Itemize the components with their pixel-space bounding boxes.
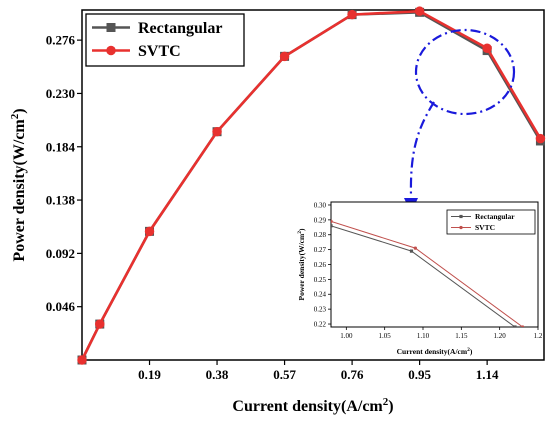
data-point-circle: [414, 6, 425, 16]
x-tick-label: 1.14: [476, 367, 499, 382]
inset-x-tick-label: 1.20: [494, 332, 507, 340]
x-tick-label: 0.38: [206, 367, 229, 382]
inset-y-tick-label: 0.27: [314, 246, 327, 254]
y-tick-label: 0.046: [46, 299, 76, 314]
y-tick-label: 0.092: [46, 246, 75, 261]
legend-label: Rectangular: [138, 20, 222, 37]
inset-y-tick-label: 0.30: [314, 201, 327, 209]
series-svtc: [77, 6, 546, 365]
data-point-circle: [95, 319, 105, 329]
data-point-circle: [144, 226, 155, 237]
data-point-circle: [482, 43, 492, 53]
inset-x-tick-label: 1.05: [379, 332, 392, 340]
data-point-circle: [535, 133, 546, 144]
inset-y-tick-label: 0.28: [314, 231, 327, 239]
inset-y-tick-label: 0.23: [314, 306, 327, 314]
data-point-circle: [77, 355, 87, 365]
legend: Rectangular SVTC: [85, 13, 245, 67]
inset-data-point-square: [409, 249, 414, 253]
inset-data-point-square: [331, 224, 333, 228]
x-tick-label: 0.76: [341, 367, 364, 382]
y-axis-title: Power density(W/cm2): [9, 108, 28, 261]
inset-data-point-circle: [331, 219, 333, 224]
inset-y-tick-label: 0.26: [314, 261, 327, 269]
x-tick-label: 0.57: [273, 367, 296, 382]
legend-marker: [106, 45, 116, 56]
x-axis-title: Current density(A/cm2): [232, 396, 393, 415]
zoom-arrow-line: [409, 101, 435, 197]
inset-y-tick-label: 0.29: [314, 216, 327, 224]
inset-y-axis-title: Power density(W/cm2): [297, 228, 306, 300]
inset-data-point-circle: [413, 246, 418, 250]
zoom-ellipse: [414, 28, 516, 116]
inset-x-tick-label: 1.00: [340, 332, 353, 340]
inset-legend-label: SVTC: [475, 223, 495, 232]
inset-plot: 1.00 1.05 1.10 1.15 1.20 1.2 0.22 0.23 0.24 0.25 0…: [297, 201, 543, 356]
legend-label: SVTC: [138, 43, 181, 60]
inset-data-point-square: [513, 325, 517, 327]
inset-legend-marker: [459, 214, 463, 219]
inset-legend-label: Rectangular: [475, 212, 515, 221]
x-tick-label: 0.19: [138, 367, 161, 382]
inset-legend-marker: [459, 225, 463, 230]
inset-data-point-circle: [520, 325, 525, 327]
inset-x-tick-label: 1.10: [417, 332, 430, 340]
y-tick-label: 0.230: [46, 86, 75, 101]
y-tick-label: 0.184: [46, 139, 76, 154]
main-plot: 0.19 0.38 0.57 0.76 0.95 1.14 0.046 0.092 0.138 0…: [9, 6, 546, 415]
legend-box: [85, 13, 245, 67]
inset-y-tick-label: 0.24: [314, 291, 327, 299]
inset-x-axis-title: Current density(A/cm2): [397, 347, 473, 356]
inset-series-rectangular: [331, 224, 517, 327]
inset-legend-box: [446, 209, 536, 235]
inset-legend: Rectangular SVTC: [446, 209, 536, 235]
x-tick-label: 0.95: [408, 367, 431, 382]
legend-marker: [106, 23, 116, 32]
inset-x-tick-label: 1.15: [455, 332, 468, 340]
data-point-circle: [347, 9, 357, 20]
inset-y-tick-label: 0.22: [314, 320, 327, 328]
inset-series-svtc: [331, 219, 525, 327]
data-point-circle: [212, 126, 222, 137]
inset-x-tick-label: 1.2: [534, 332, 543, 340]
data-point-circle: [279, 51, 290, 62]
inset-y-tick-label: 0.25: [314, 276, 327, 284]
y-tick-label: 0.138: [46, 193, 76, 208]
y-tick-label: 0.276: [46, 33, 76, 48]
